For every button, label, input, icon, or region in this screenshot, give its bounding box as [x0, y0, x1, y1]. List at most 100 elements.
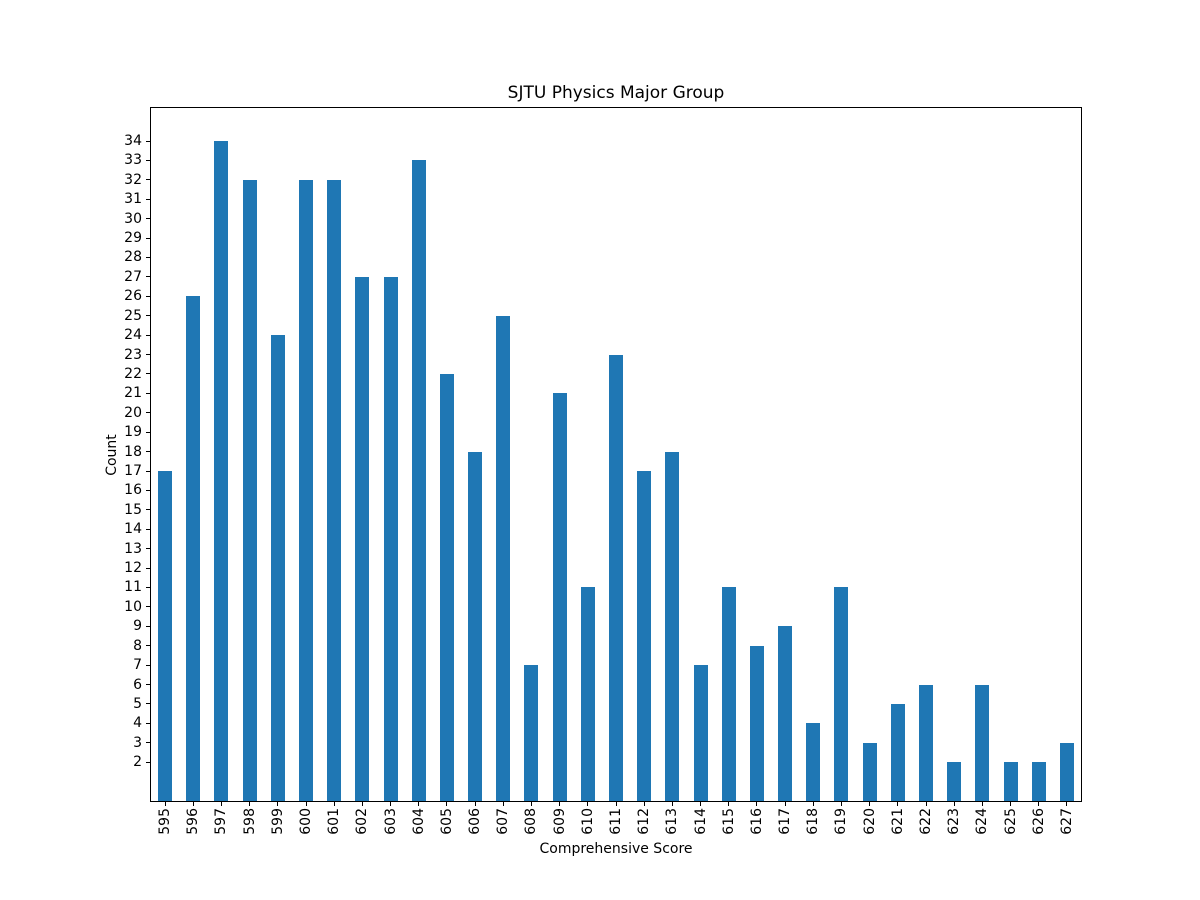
y-tick-mark	[146, 684, 150, 686]
bar-622	[918, 684, 934, 801]
bar-612	[637, 471, 652, 801]
x-tick-label: 616	[748, 808, 765, 835]
x-tick-label: 614	[692, 808, 709, 835]
y-tick-label: 23	[124, 346, 142, 363]
x-tick-mark	[390, 802, 392, 806]
x-tick-label: 604	[410, 808, 427, 835]
bar-597	[214, 141, 229, 801]
y-tick-label: 25	[124, 307, 142, 324]
x-tick-mark	[305, 802, 307, 806]
x-tick-label: 602	[354, 808, 371, 835]
bar-610	[580, 587, 595, 801]
y-tick-mark	[146, 645, 150, 647]
bar-623	[947, 762, 962, 801]
y-tick-mark	[146, 606, 150, 608]
chart-title: SJTU Physics Major Group	[507, 83, 725, 103]
x-tick-mark	[192, 802, 194, 806]
x-tick-mark	[840, 802, 842, 806]
y-tick-label: 14	[124, 521, 142, 538]
x-tick-label: 595	[157, 808, 174, 835]
y-tick-mark	[146, 528, 150, 530]
x-tick-label: 627	[1058, 808, 1075, 835]
x-tick-mark	[277, 802, 279, 806]
x-tick-label: 601	[326, 808, 343, 835]
x-tick-mark	[1010, 802, 1012, 806]
y-tick-mark	[146, 722, 150, 724]
x-tick-label: 598	[241, 808, 258, 835]
x-tick-label: 622	[918, 808, 934, 835]
y-tick-label: 33	[124, 152, 142, 169]
x-tick-mark	[812, 802, 814, 806]
y-tick-label: 26	[124, 288, 142, 305]
bar-617	[778, 626, 793, 801]
x-tick-mark	[361, 802, 363, 806]
bar-625	[1003, 762, 1018, 801]
y-tick-mark	[146, 140, 150, 142]
y-tick-label: 4	[133, 715, 142, 732]
y-tick-label: 32	[124, 171, 142, 188]
x-tick-mark	[418, 802, 420, 806]
y-tick-label: 8	[133, 637, 142, 654]
x-tick-mark	[897, 802, 899, 806]
x-tick-label: 619	[833, 808, 850, 835]
x-tick-label: 623	[946, 808, 963, 835]
y-tick-label: 5	[133, 695, 142, 712]
bar-615	[721, 587, 736, 801]
y-tick-label: 2	[133, 754, 142, 771]
y-tick-mark	[146, 761, 150, 763]
y-tick-mark	[146, 237, 150, 239]
x-tick-label: 596	[185, 808, 202, 835]
x-tick-mark	[474, 802, 476, 806]
y-tick-mark	[146, 276, 150, 278]
y-tick-mark	[146, 567, 150, 569]
y-tick-mark	[146, 334, 150, 336]
x-axis-label: Comprehensive Score	[539, 841, 693, 857]
y-tick-label: 30	[124, 210, 142, 227]
bar-599	[270, 335, 285, 801]
x-tick-mark	[333, 802, 335, 806]
bar-605	[439, 373, 454, 801]
bar-606	[468, 451, 483, 801]
x-tick-label: 618	[805, 808, 822, 835]
y-tick-label: 21	[124, 385, 142, 402]
y-tick-label: 7	[133, 657, 142, 674]
y-tick-mark	[146, 509, 150, 511]
x-tick-mark	[587, 802, 589, 806]
x-tick-label: 615	[720, 808, 737, 835]
y-tick-mark	[146, 198, 150, 200]
bar-613	[665, 451, 680, 801]
x-tick-mark	[615, 802, 617, 806]
y-tick-mark	[146, 315, 150, 317]
x-tick-label: 617	[777, 808, 794, 835]
y-tick-label: 15	[124, 501, 142, 518]
bar-604	[411, 160, 426, 801]
bar-620	[862, 742, 877, 801]
x-tick-label: 600	[298, 808, 314, 835]
bar-598	[242, 179, 257, 801]
x-tick-label: 605	[438, 808, 455, 835]
y-tick-label: 34	[124, 133, 142, 149]
x-tick-mark	[220, 802, 222, 806]
y-tick-label: 22	[124, 365, 142, 382]
y-tick-label: 12	[124, 560, 142, 577]
y-tick-mark	[146, 373, 150, 375]
y-tick-mark	[146, 664, 150, 666]
bar-595	[158, 471, 173, 801]
y-tick-mark	[146, 159, 150, 161]
x-tick-mark	[446, 802, 448, 806]
bar-627	[1059, 742, 1074, 801]
y-tick-mark	[146, 489, 150, 491]
x-tick-mark	[728, 802, 730, 806]
bar-618	[806, 723, 821, 801]
y-tick-mark	[146, 625, 150, 627]
bar-607	[496, 315, 511, 801]
y-tick-mark	[146, 742, 150, 744]
y-tick-mark	[146, 412, 150, 414]
y-tick-mark	[146, 431, 150, 433]
y-tick-mark	[146, 354, 150, 356]
x-tick-label: 609	[551, 808, 568, 835]
bar-603	[383, 276, 398, 801]
y-tick-mark	[146, 218, 150, 220]
x-tick-mark	[502, 802, 504, 806]
x-tick-label: 599	[269, 808, 286, 835]
